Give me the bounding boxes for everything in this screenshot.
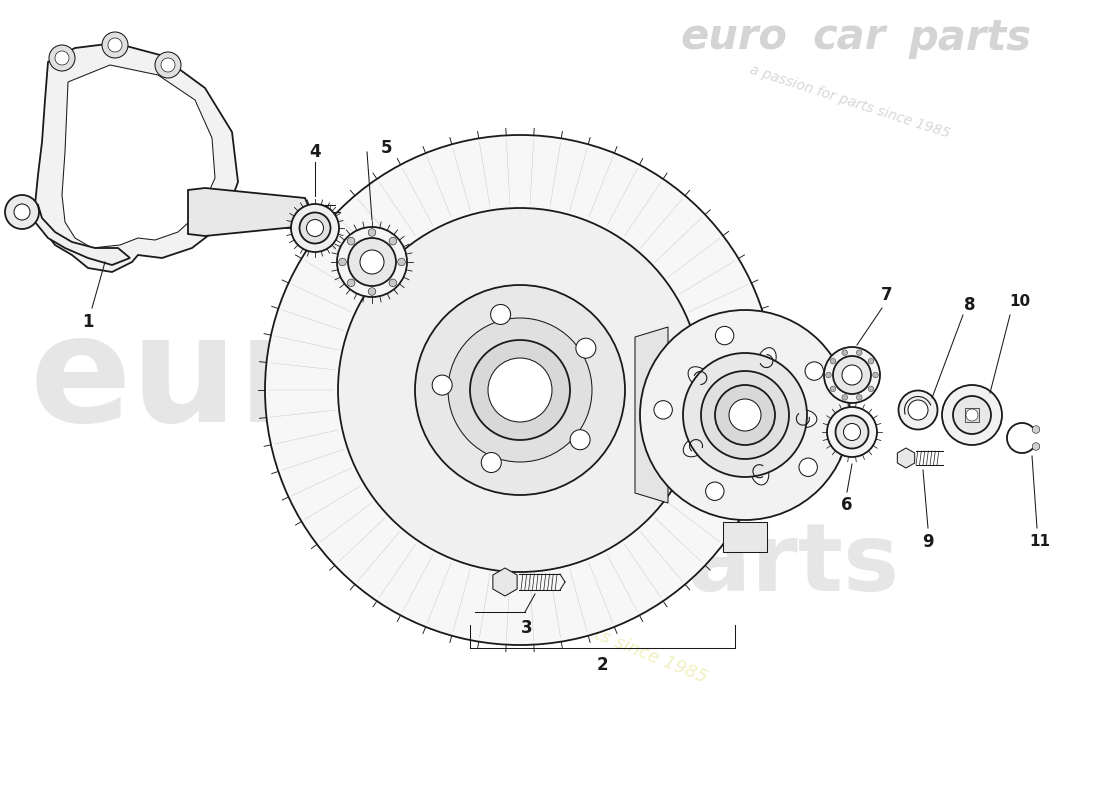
Circle shape	[899, 390, 937, 430]
Circle shape	[826, 372, 832, 378]
Circle shape	[705, 482, 724, 501]
Polygon shape	[965, 408, 979, 422]
Text: a passion for parts since 1985: a passion for parts since 1985	[748, 63, 952, 141]
Ellipse shape	[789, 410, 817, 428]
Circle shape	[448, 318, 592, 462]
Circle shape	[161, 58, 175, 72]
Circle shape	[872, 372, 878, 378]
Polygon shape	[35, 43, 238, 272]
Circle shape	[348, 279, 355, 286]
Circle shape	[966, 409, 978, 421]
Circle shape	[337, 227, 407, 297]
Polygon shape	[898, 448, 915, 468]
Circle shape	[470, 340, 570, 440]
Text: 2: 2	[596, 656, 608, 674]
Circle shape	[868, 358, 873, 364]
Circle shape	[368, 229, 376, 236]
Circle shape	[833, 356, 871, 394]
Circle shape	[108, 38, 122, 52]
Circle shape	[640, 310, 850, 520]
Polygon shape	[493, 568, 517, 596]
Ellipse shape	[750, 458, 769, 485]
Text: 8: 8	[965, 296, 976, 314]
Text: 6: 6	[842, 496, 852, 514]
Circle shape	[805, 362, 824, 380]
Circle shape	[299, 213, 330, 243]
Text: car: car	[379, 411, 595, 529]
Circle shape	[398, 258, 405, 266]
Circle shape	[491, 305, 510, 325]
Text: parts: parts	[620, 519, 900, 611]
Circle shape	[868, 386, 873, 392]
Text: 11: 11	[1030, 534, 1050, 550]
Circle shape	[368, 288, 376, 295]
Circle shape	[1032, 426, 1040, 434]
Circle shape	[827, 407, 877, 457]
Circle shape	[857, 350, 862, 355]
Text: euro: euro	[680, 17, 786, 59]
Polygon shape	[188, 188, 330, 236]
Circle shape	[799, 458, 817, 477]
Text: 1: 1	[82, 313, 94, 331]
Circle shape	[307, 219, 323, 237]
Ellipse shape	[757, 348, 777, 374]
Circle shape	[942, 385, 1002, 445]
Circle shape	[338, 208, 702, 572]
Text: 3: 3	[521, 619, 532, 637]
Circle shape	[576, 338, 596, 358]
Circle shape	[842, 350, 847, 355]
Ellipse shape	[683, 435, 708, 457]
Circle shape	[844, 423, 860, 441]
Circle shape	[908, 400, 928, 420]
Text: 4: 4	[309, 143, 321, 161]
Circle shape	[715, 385, 775, 445]
Circle shape	[824, 347, 880, 403]
Circle shape	[389, 238, 397, 245]
Text: parts: parts	[908, 17, 1031, 59]
Text: 7: 7	[881, 286, 893, 304]
Circle shape	[360, 250, 384, 274]
Circle shape	[488, 358, 552, 422]
Circle shape	[683, 353, 807, 477]
Circle shape	[6, 195, 38, 229]
Polygon shape	[635, 327, 668, 503]
Circle shape	[55, 51, 69, 65]
Circle shape	[1032, 442, 1040, 450]
Circle shape	[482, 453, 502, 473]
Circle shape	[50, 45, 75, 71]
Circle shape	[701, 371, 789, 459]
Polygon shape	[62, 65, 214, 248]
Circle shape	[389, 279, 397, 286]
Circle shape	[836, 415, 869, 449]
Circle shape	[857, 394, 862, 400]
Text: car: car	[812, 17, 886, 59]
Circle shape	[842, 394, 847, 400]
Circle shape	[654, 401, 672, 419]
Ellipse shape	[689, 366, 713, 390]
Circle shape	[339, 258, 346, 266]
Text: 10: 10	[1010, 294, 1031, 310]
Text: euro: euro	[30, 307, 416, 453]
Circle shape	[842, 365, 862, 385]
Circle shape	[953, 396, 991, 434]
Circle shape	[830, 358, 836, 364]
Text: 9: 9	[922, 533, 934, 551]
Circle shape	[715, 326, 734, 345]
Polygon shape	[723, 522, 767, 552]
Text: a passion for parts since 1985: a passion for parts since 1985	[451, 569, 710, 687]
Circle shape	[432, 375, 452, 395]
Circle shape	[102, 32, 128, 58]
Circle shape	[570, 430, 590, 450]
Circle shape	[292, 204, 339, 252]
Circle shape	[155, 52, 182, 78]
Circle shape	[265, 135, 776, 645]
Circle shape	[348, 238, 355, 245]
Circle shape	[830, 386, 836, 392]
Circle shape	[348, 238, 396, 286]
Polygon shape	[32, 205, 130, 265]
Circle shape	[14, 204, 30, 220]
Text: 5: 5	[382, 139, 393, 157]
Circle shape	[729, 399, 761, 431]
Circle shape	[415, 285, 625, 495]
